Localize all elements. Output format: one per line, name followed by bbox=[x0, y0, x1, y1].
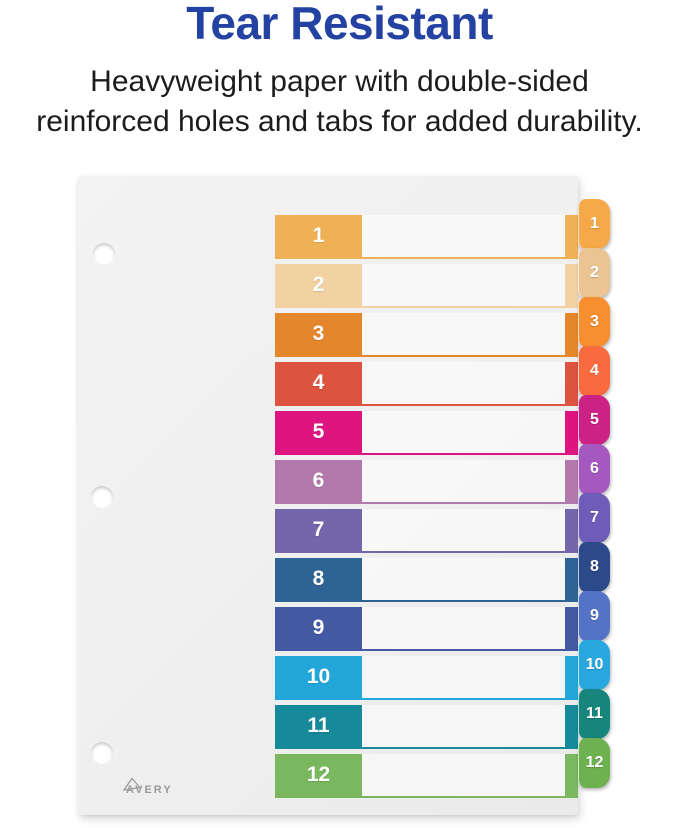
brand-text: AVERY bbox=[126, 784, 173, 796]
row-edge-strip bbox=[565, 705, 578, 747]
index-tab-12: 12 bbox=[578, 738, 610, 788]
divider-row-6: 6 bbox=[275, 460, 578, 504]
tab-number: 4 bbox=[590, 362, 599, 379]
tab-number: 8 bbox=[590, 558, 599, 575]
row-color-block: 4 bbox=[275, 362, 362, 404]
tab-number: 9 bbox=[590, 607, 599, 624]
tab-number: 10 bbox=[585, 656, 604, 673]
row-edge-strip bbox=[565, 460, 578, 502]
row-number: 5 bbox=[312, 420, 325, 443]
divider-row-10: 10 bbox=[275, 656, 578, 700]
tab-number: 7 bbox=[590, 509, 599, 526]
row-number: 3 bbox=[312, 322, 325, 345]
row-number: 8 bbox=[312, 567, 325, 590]
row-color-block: 6 bbox=[275, 460, 362, 502]
divider-row-2: 2 bbox=[275, 264, 578, 308]
row-number: 11 bbox=[307, 714, 330, 737]
row-edge-strip bbox=[565, 754, 578, 796]
row-color-block: 1 bbox=[275, 215, 362, 257]
row-number: 4 bbox=[312, 371, 325, 394]
row-color-block: 9 bbox=[275, 607, 362, 649]
row-number: 2 bbox=[312, 273, 325, 296]
divider-row-7: 7 bbox=[275, 509, 578, 553]
punch-hole-top bbox=[93, 243, 115, 265]
row-number: 10 bbox=[306, 665, 331, 688]
avery-triangle-icon bbox=[122, 777, 142, 791]
punch-hole-bottom bbox=[91, 742, 113, 764]
row-color-block: 8 bbox=[275, 558, 362, 600]
row-color-block: 10 bbox=[275, 656, 362, 698]
row-color-block: 3 bbox=[275, 313, 362, 355]
row-edge-strip bbox=[565, 313, 578, 355]
tab-number: 11 bbox=[586, 705, 603, 722]
row-edge-strip bbox=[565, 215, 578, 257]
index-tab-5: 5 bbox=[578, 395, 610, 445]
divider-row-12: 12 bbox=[275, 754, 578, 798]
subtitle-line-1: Heavyweight paper with double-sided bbox=[90, 65, 589, 98]
divider-sheet: 1 2 3 4 5 6 7 8 9 10 11 12 AVERY bbox=[78, 176, 578, 815]
tab-number: 6 bbox=[590, 460, 599, 477]
index-tab-7: 7 bbox=[578, 493, 610, 543]
row-edge-strip bbox=[565, 509, 578, 551]
subtitle: Heavyweight paper with double-sided reinf… bbox=[0, 62, 679, 142]
divider-row-5: 5 bbox=[275, 411, 578, 455]
index-tab-3: 3 bbox=[578, 297, 610, 347]
divider-row-3: 3 bbox=[275, 313, 578, 357]
subtitle-line-2: reinforced holes and tabs for added dura… bbox=[36, 104, 643, 138]
row-color-block: 11 bbox=[275, 705, 362, 747]
divider-row-9: 9 bbox=[275, 607, 578, 651]
row-color-block: 12 bbox=[275, 754, 362, 796]
row-color-block: 7 bbox=[275, 509, 362, 551]
tab-number: 2 bbox=[590, 264, 599, 281]
row-edge-strip bbox=[565, 411, 578, 453]
row-number: 12 bbox=[306, 763, 331, 786]
tab-number: 12 bbox=[585, 754, 604, 771]
row-edge-strip bbox=[565, 362, 578, 404]
row-edge-strip bbox=[565, 656, 578, 698]
tab-number: 5 bbox=[590, 411, 599, 428]
divider-row-4: 4 bbox=[275, 362, 578, 406]
row-color-block: 5 bbox=[275, 411, 362, 453]
index-tab-11: 11 bbox=[578, 689, 610, 739]
avery-logo: AVERY bbox=[122, 777, 173, 796]
row-edge-strip bbox=[565, 607, 578, 649]
divider-row-8: 8 bbox=[275, 558, 578, 602]
index-tab-1: 1 bbox=[578, 199, 610, 249]
tab-number: 3 bbox=[590, 313, 599, 330]
index-tab-9: 9 bbox=[578, 591, 610, 641]
index-tab-10: 10 bbox=[578, 640, 610, 690]
index-tab-2: 2 bbox=[578, 248, 610, 298]
index-tab-4: 4 bbox=[578, 346, 610, 396]
divider-row-1: 1 bbox=[275, 215, 578, 259]
punch-hole-middle bbox=[91, 486, 113, 508]
row-number: 9 bbox=[312, 616, 325, 639]
row-edge-strip bbox=[565, 264, 578, 306]
row-edge-strip bbox=[565, 558, 578, 600]
row-color-block: 2 bbox=[275, 264, 362, 306]
row-number: 7 bbox=[312, 518, 325, 541]
row-number: 1 bbox=[312, 224, 325, 247]
row-number: 6 bbox=[312, 469, 325, 492]
divider-row-11: 11 bbox=[275, 705, 578, 749]
index-tab-6: 6 bbox=[578, 444, 610, 494]
index-tab-8: 8 bbox=[578, 542, 610, 592]
tab-number: 1 bbox=[590, 215, 599, 232]
page-title: Tear Resistant bbox=[186, 0, 493, 49]
